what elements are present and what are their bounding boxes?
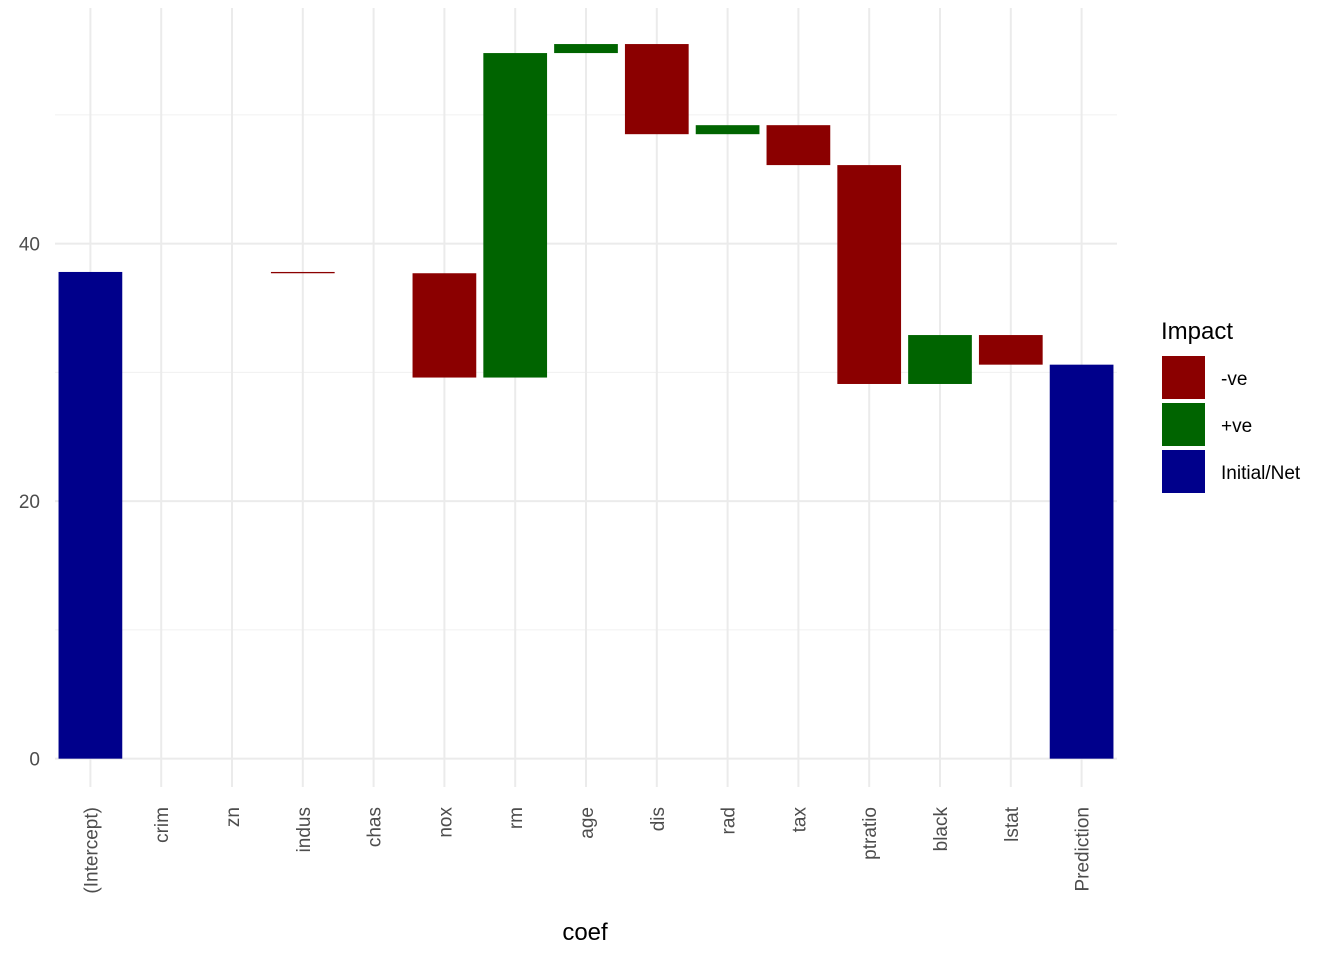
bar-intercept bbox=[58, 271, 123, 759]
x-tick-label: tax bbox=[789, 807, 810, 833]
legend-label: -ve bbox=[1221, 369, 1247, 390]
bar-ptratio bbox=[837, 165, 902, 384]
legend-title: Impact bbox=[1161, 318, 1233, 345]
x-tick-label: chas bbox=[365, 807, 386, 847]
x-axis-ticks: (Intercept) crim zn indus chas nox rm age dis rad… bbox=[81, 806, 1093, 893]
x-tick-label: ptratio bbox=[860, 807, 881, 860]
x-tick-label: zn bbox=[223, 807, 244, 827]
x-tick-label: nox bbox=[435, 807, 456, 838]
legend-key bbox=[1162, 403, 1205, 446]
x-tick-label: age bbox=[577, 807, 598, 839]
x-tick-label: black bbox=[931, 807, 952, 852]
y-tick-label: 40 bbox=[19, 235, 40, 256]
x-tick-label: dis bbox=[648, 807, 669, 831]
bar-indus bbox=[270, 271, 335, 274]
x-tick-label: rad bbox=[719, 807, 740, 834]
bar-tax bbox=[766, 125, 831, 166]
bar-prediction bbox=[1049, 364, 1114, 759]
x-axis-title: coef bbox=[562, 919, 608, 946]
bar-nox bbox=[412, 273, 477, 378]
bar-rad bbox=[695, 125, 760, 135]
bar-black bbox=[908, 335, 972, 384]
grid-lines bbox=[55, 8, 1117, 787]
legend-key bbox=[1162, 356, 1205, 399]
bar-rm bbox=[483, 53, 548, 378]
legend-key bbox=[1162, 450, 1205, 493]
legend: Impact -ve +ve Initial/Net bbox=[1161, 318, 1301, 493]
legend-label: +ve bbox=[1221, 416, 1252, 437]
bar-lstat bbox=[978, 335, 1043, 365]
x-tick-label: (Intercept) bbox=[81, 807, 102, 894]
x-tick-label: Prediction bbox=[1073, 807, 1094, 892]
x-tick-label: indus bbox=[294, 807, 315, 852]
x-tick-label: lstat bbox=[1002, 806, 1023, 842]
y-tick-label: 20 bbox=[19, 492, 40, 513]
bars-layer bbox=[58, 44, 1114, 759]
y-tick-label: 0 bbox=[29, 750, 40, 771]
bar-age bbox=[554, 44, 618, 54]
legend-label: Initial/Net bbox=[1221, 463, 1301, 484]
x-tick-label: crim bbox=[152, 807, 173, 843]
x-tick-label: rm bbox=[506, 807, 527, 829]
y-axis-ticks: 0 20 40 bbox=[19, 235, 40, 771]
bar-dis bbox=[624, 44, 689, 135]
